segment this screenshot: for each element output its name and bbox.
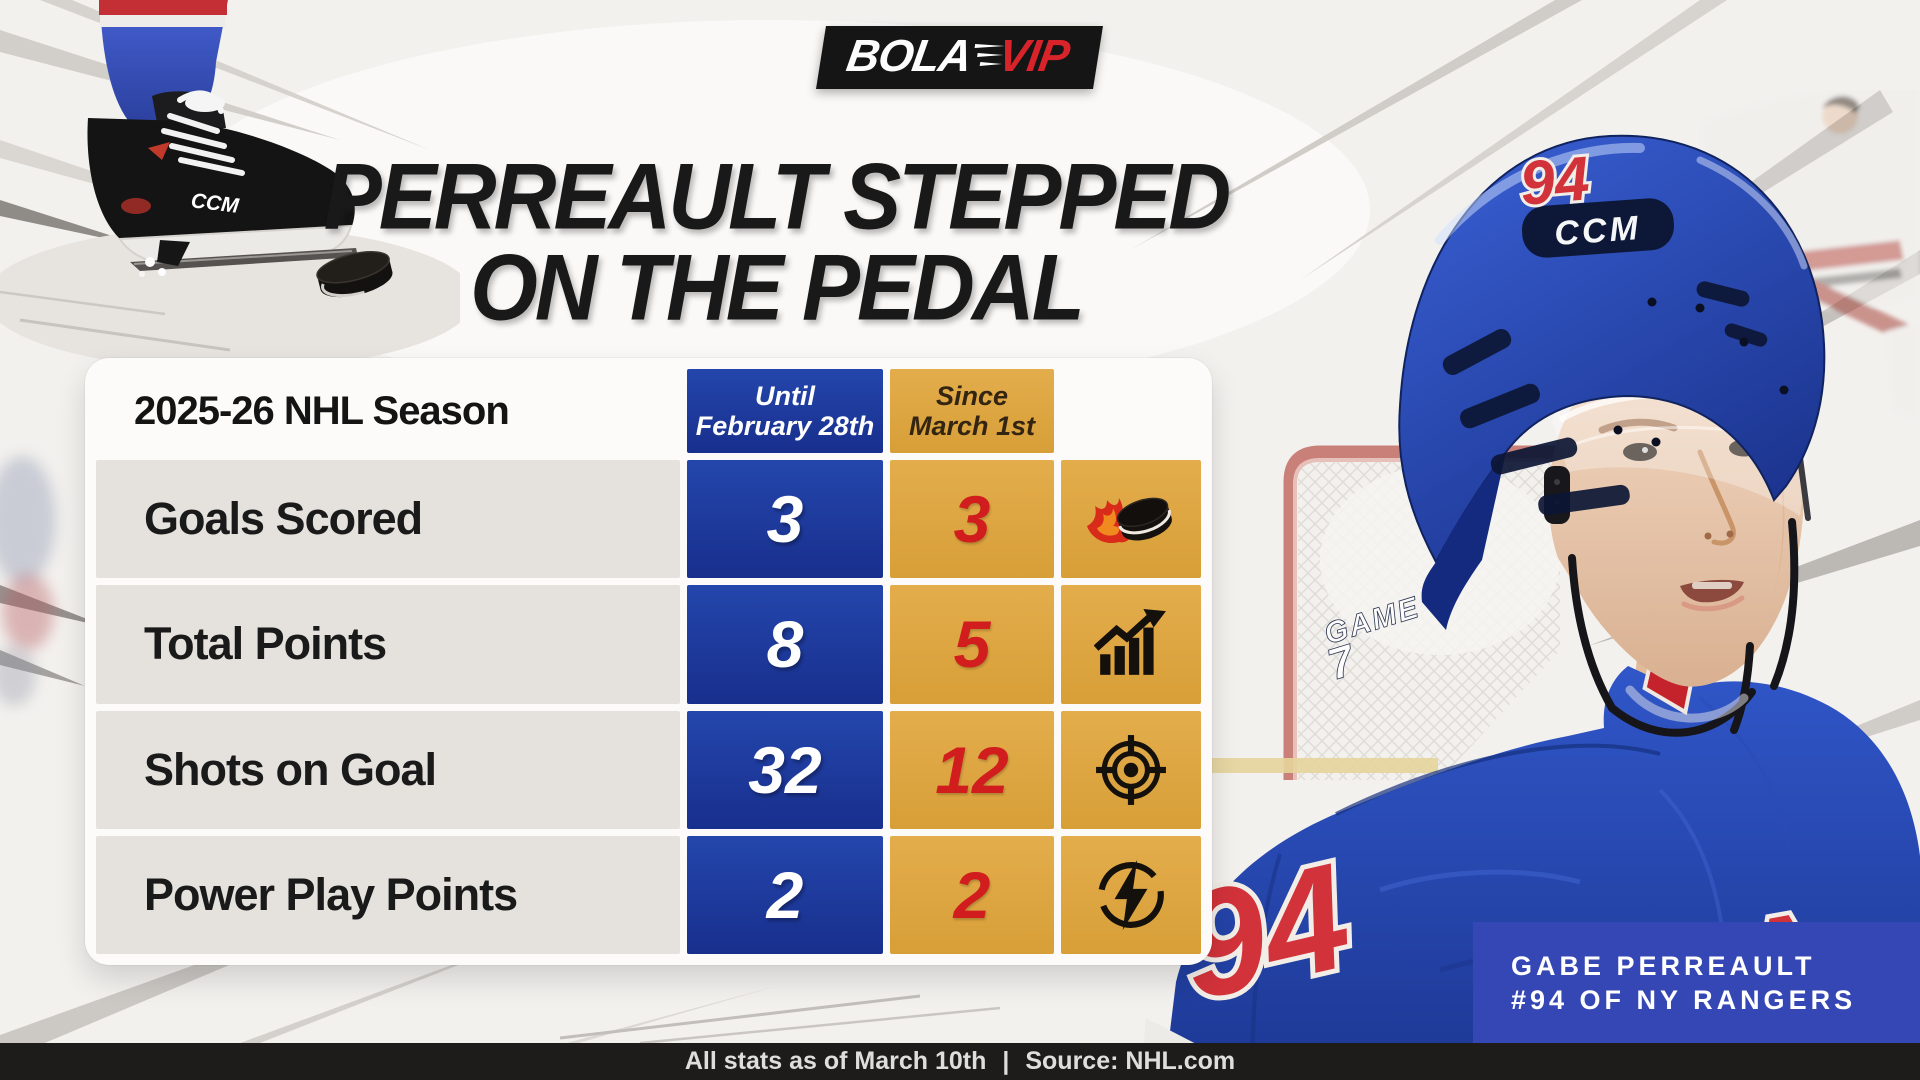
value-goals-until: 3 <box>687 460 883 579</box>
stat-label-total-points: Total Points <box>96 585 680 704</box>
footer-source-bar: All stats as of March 10th | Source: NHL… <box>0 1043 1920 1080</box>
badge-player-name: GABE PERREAULT <box>1511 950 1816 981</box>
hockey-puck <box>316 251 393 298</box>
skate-boot: CCM <box>87 90 355 239</box>
bolavip-logo: BOLA VIP <box>0 26 1920 89</box>
value-goals-since: 3 <box>890 460 1054 579</box>
flaming-puck-icon <box>1087 497 1172 544</box>
icon-cell-power-play <box>1061 835 1201 954</box>
icon-cell-shots <box>1061 710 1201 829</box>
column-header-until-line1: Until <box>755 380 815 411</box>
helmet-brand-text: CCM <box>1553 209 1642 253</box>
logo-bola-text: BOLA <box>843 30 976 81</box>
lightning-icon <box>1098 859 1164 930</box>
icon-cell-goals <box>1061 460 1201 579</box>
column-header-until-line2: February 28th <box>695 411 875 441</box>
logo-vip-text: VIP <box>995 30 1073 81</box>
logo-speed-streaks-icon <box>974 43 1005 66</box>
value-shots-since: 12 <box>890 710 1054 829</box>
skate-photo-illustration: CCM <box>0 0 460 360</box>
skate-blade <box>118 224 358 277</box>
rising-chart-icon <box>1094 609 1166 676</box>
helmet-number-text: 94 <box>1517 144 1592 219</box>
column-header-until: Until February 28th <box>687 369 883 453</box>
value-pp-until: 2 <box>687 835 883 954</box>
bolavip-logo-box: BOLA VIP <box>816 26 1104 89</box>
value-pp-since: 2 <box>890 835 1054 954</box>
column-header-since-line2: March 1st <box>908 411 1036 441</box>
stat-label-power-play-points: Power Play Points <box>96 835 680 954</box>
stats-table: 2025-26 NHL Season Until February 28th S… <box>85 358 1212 965</box>
column-header-since-line1: Since <box>935 380 1009 411</box>
page-title: PERREAULT STEPPED ON THE PEDAL <box>0 144 1552 340</box>
column-header-since: Since March 1st <box>890 369 1054 453</box>
icon-cell-points <box>1061 585 1201 704</box>
title-line-1: PERREAULT STEPPED <box>323 144 1232 250</box>
header-spacer-cell <box>1061 369 1201 453</box>
title-line-2: ON THE PEDAL <box>470 234 1085 340</box>
target-icon <box>1096 734 1166 805</box>
value-shots-until: 32 <box>687 710 883 829</box>
footer-source: Source: NHL.com <box>1025 1047 1236 1075</box>
badge-player-team: #94 OF NY RANGERS <box>1511 984 1857 1015</box>
value-points-until: 8 <box>687 585 883 704</box>
footer-stats-note: All stats as of March 10th <box>684 1047 987 1075</box>
season-label: 2025-26 NHL Season <box>134 388 510 433</box>
chin-strap <box>1568 518 1799 737</box>
rink-board-line <box>1198 758 1438 773</box>
value-points-since: 5 <box>890 585 1054 704</box>
stat-label-shots-on-goal: Shots on Goal <box>96 710 680 829</box>
stat-label-goals-scored: Goals Scored <box>96 460 680 579</box>
footer-separator: | <box>1002 1047 1010 1075</box>
player-helmet: 94 CCM <box>1398 134 1826 630</box>
player-name-badge: GABE PERREAULT #94 OF NY RANGERS <box>1473 922 1920 1044</box>
